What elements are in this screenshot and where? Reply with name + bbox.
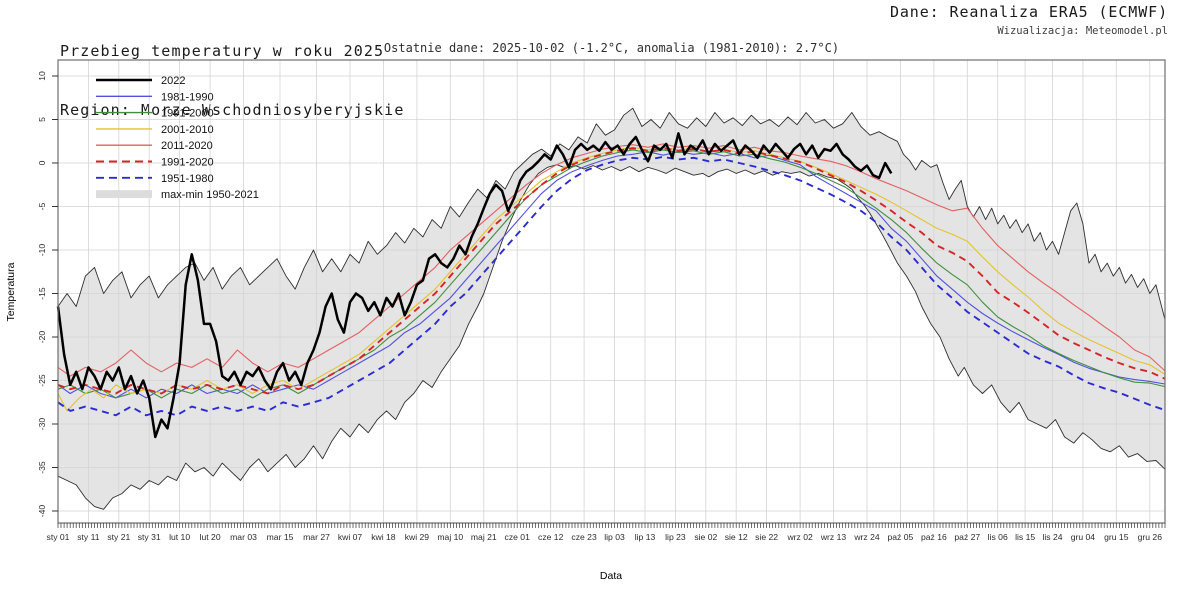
x-tick-label: cze 12	[538, 532, 564, 542]
band-max-min	[58, 108, 1165, 510]
x-tick-label: maj 10	[437, 532, 463, 542]
x-tick-label: sty 21	[107, 532, 130, 542]
x-tick-label: lis 06	[988, 532, 1008, 542]
series-1951-1980	[57, 155, 1166, 417]
x-tick-label: kwi 29	[405, 532, 430, 542]
y-tick-label: -15	[37, 287, 47, 300]
x-tick-label: cze 01	[505, 532, 531, 542]
last-data-status: Ostatnie dane: 2025-10-02 (-1.2°C, anoma…	[383, 41, 840, 55]
x-tick-label: wrz 02	[786, 532, 813, 542]
y-tick-label: -35	[37, 461, 47, 474]
x-tick-label: gru 15	[1104, 532, 1129, 542]
y-tick-label: 5	[37, 117, 47, 122]
page-title: Przebieg temperatury w roku 2025	[60, 42, 385, 60]
series-1981-1990	[57, 151, 1166, 399]
legend-label: 1951-1980	[161, 173, 214, 185]
x-tick-label: mar 03	[230, 532, 257, 542]
x-tick-label: lis 15	[1015, 532, 1035, 542]
y-tick-label: 10	[37, 71, 47, 81]
x-tick-label: lip 13	[635, 532, 656, 542]
legend-label: 1991-2000	[161, 108, 214, 120]
y-axis-title: Temperatura	[5, 262, 17, 321]
y-tick-label: -40	[37, 505, 47, 518]
legend-label: max-min 1950-2021	[161, 189, 259, 201]
series-1991-2000	[57, 149, 1166, 399]
x-tick-label: wrz 13	[820, 532, 847, 542]
x-tick-label: wrz 24	[853, 532, 880, 542]
legend-label: 1981-1990	[161, 91, 214, 103]
x-tick-label: sty 31	[138, 532, 161, 542]
x-tick-label: sie 22	[755, 532, 778, 542]
legend-label: 2011-2020	[161, 140, 213, 152]
band-min-edge	[57, 164, 1166, 510]
x-tick-label: lut 10	[169, 532, 190, 542]
x-tick-label: paź 27	[954, 532, 980, 542]
x-tick-label: lip 23	[665, 532, 686, 542]
y-tick-label: -5	[37, 202, 47, 210]
y-tick-label: 0	[37, 160, 47, 165]
legend-label: 2001-2010	[161, 124, 214, 136]
x-tick-label: paź 16	[921, 532, 947, 542]
x-tick-label: mar 27	[303, 532, 330, 542]
x-tick-label: kwi 07	[338, 532, 363, 542]
y-tick-label: -10	[37, 244, 47, 257]
x-tick-label: kwi 18	[371, 532, 396, 542]
legend-label: 1991-2020	[161, 157, 214, 169]
x-axis-title: Data	[600, 570, 622, 582]
band-max-edge	[57, 107, 1166, 320]
x-tick-label: lip 03	[604, 532, 625, 542]
x-tick-label: sie 02	[694, 532, 717, 542]
legend-swatch-band	[96, 190, 152, 199]
x-tick-label: mar 15	[267, 532, 294, 542]
x-tick-label: gru 04	[1071, 532, 1096, 542]
x-axis-minor-ticks	[57, 523, 1166, 528]
series-2001-2010	[57, 146, 1166, 412]
y-tick-label: -30	[37, 418, 47, 431]
page-region: Region: Morze Wschodniosyberyjskie	[60, 100, 405, 119]
source-block: Dane: Reanaliza ERA5 (ECMWF) Wizualizacj…	[890, 3, 1168, 37]
legend-label: 2022	[161, 75, 185, 87]
x-tick-label: sty 01	[47, 532, 70, 542]
x-tick-label: sty 11	[77, 532, 100, 542]
visualization-credit: Wizualizacja: Meteomodel.pl	[997, 25, 1168, 37]
x-tick-label: lis 24	[1042, 532, 1062, 542]
x-tick-label: maj 21	[471, 532, 497, 542]
data-source: Dane: Reanaliza ERA5 (ECMWF)	[889, 3, 1168, 21]
x-tick-label: paź 05	[887, 532, 913, 542]
chart-header: Przebieg temperatury w roku 2025 Region:…	[60, 3, 404, 140]
x-tick-label: lut 20	[200, 532, 221, 542]
y-axis-ticks	[52, 75, 58, 512]
y-tick-label: -20	[37, 331, 47, 344]
y-tick-label: -25	[37, 374, 47, 387]
x-tick-label: cze 23	[571, 532, 597, 542]
series-2022	[56, 132, 893, 439]
x-tick-label: sie 12	[725, 532, 748, 542]
x-tick-label: gru 26	[1138, 532, 1163, 542]
